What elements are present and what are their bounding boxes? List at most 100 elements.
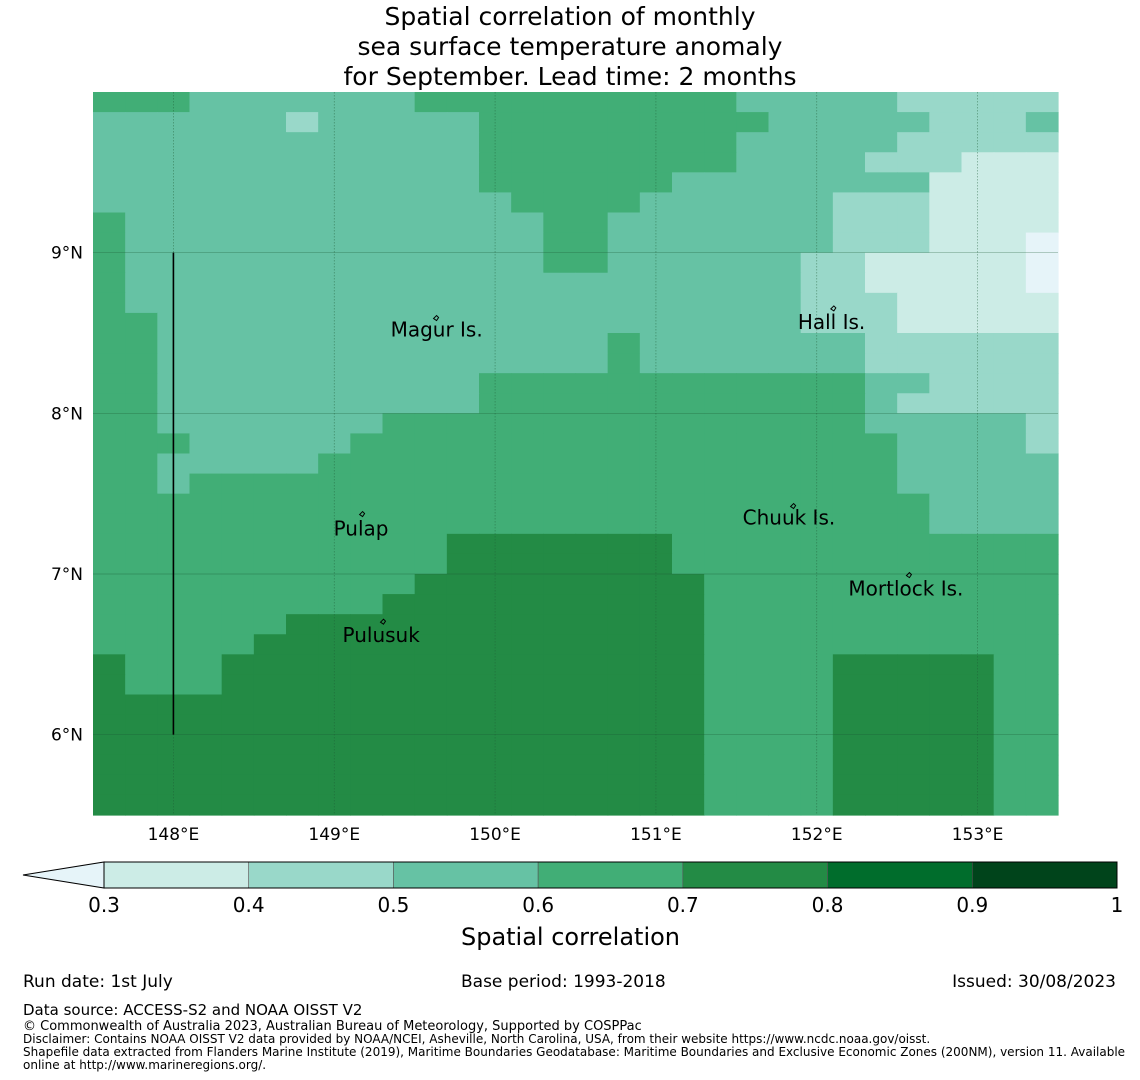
grid-cell bbox=[832, 634, 866, 655]
grid-cell bbox=[446, 533, 480, 555]
grid-cell bbox=[575, 614, 609, 635]
grid-cell bbox=[704, 353, 737, 374]
grid-cell bbox=[253, 694, 287, 716]
grid-cell bbox=[672, 152, 705, 173]
grid-cell bbox=[382, 252, 416, 274]
grid-cell bbox=[125, 312, 158, 334]
grid-cell bbox=[832, 533, 866, 555]
grid-cell bbox=[993, 353, 1027, 374]
grid-cell bbox=[446, 473, 480, 495]
grid-cell bbox=[897, 192, 930, 214]
grid-cell bbox=[607, 574, 641, 595]
correlation-map: Magur Is. Hall Is. Pulap Chuuk Is. Mortlock … bbox=[22, 92, 1123, 951]
grid-cell bbox=[897, 132, 930, 153]
grid-cell bbox=[221, 574, 255, 595]
grid-cell bbox=[575, 754, 609, 776]
shapefile-credit-1: Shapefile data extracted from Flanders M… bbox=[23, 1045, 1126, 1059]
grid-cell bbox=[221, 112, 255, 133]
grid-cell bbox=[897, 614, 930, 635]
grid-cell bbox=[318, 533, 351, 555]
grid-cell bbox=[800, 272, 834, 294]
grid-cell bbox=[253, 172, 287, 194]
grid-cell bbox=[993, 212, 1027, 234]
grid-cell bbox=[350, 232, 384, 254]
grid-cell bbox=[286, 333, 319, 354]
grid-cell bbox=[221, 232, 255, 254]
grid-cell bbox=[961, 594, 995, 615]
grid-cell bbox=[704, 333, 737, 354]
grid-cell bbox=[704, 252, 737, 274]
grid-cell bbox=[865, 734, 898, 756]
grid-cell bbox=[286, 192, 319, 214]
grid-cell bbox=[832, 473, 866, 495]
grid-cell bbox=[511, 112, 544, 133]
grid-cell bbox=[768, 172, 802, 194]
grid-cell bbox=[414, 172, 448, 194]
grid-cell bbox=[414, 212, 448, 234]
grid-cell bbox=[543, 594, 577, 615]
grid-cell bbox=[318, 473, 351, 495]
grid-cell bbox=[1025, 132, 1059, 153]
grid-cell bbox=[865, 172, 898, 194]
grid-cell bbox=[672, 754, 705, 776]
grid-cell bbox=[575, 112, 609, 133]
grid-cell bbox=[768, 714, 802, 736]
grid-cell bbox=[125, 634, 158, 655]
grid-cell bbox=[832, 594, 866, 615]
grid-cell bbox=[446, 794, 480, 816]
grid-cell bbox=[961, 654, 995, 676]
grid-cell bbox=[993, 172, 1027, 194]
grid-cell bbox=[253, 333, 287, 354]
grid-cell bbox=[511, 473, 544, 495]
grid-cell bbox=[865, 413, 898, 435]
grid-cell bbox=[543, 734, 577, 756]
grid-cell bbox=[961, 714, 995, 736]
grid-cell bbox=[897, 152, 930, 173]
grid-cell bbox=[768, 473, 802, 495]
grid-cell bbox=[961, 132, 995, 153]
grid-cell bbox=[672, 252, 705, 274]
grid-cell bbox=[511, 172, 544, 194]
grid-cell bbox=[736, 132, 770, 153]
grid-cell bbox=[189, 754, 223, 776]
grid-cell bbox=[382, 794, 416, 816]
grid-cell bbox=[1025, 614, 1059, 635]
grid-cell bbox=[189, 192, 223, 214]
grid-cell bbox=[736, 373, 770, 394]
grid-cell bbox=[672, 333, 705, 354]
grid-cell bbox=[672, 112, 705, 133]
grid-cell bbox=[704, 152, 737, 173]
grid-cell bbox=[286, 152, 319, 173]
grid-cell bbox=[993, 333, 1027, 354]
grid-cell bbox=[768, 353, 802, 374]
grid-cell bbox=[446, 132, 480, 153]
grid-cell bbox=[768, 152, 802, 173]
grid-cell bbox=[446, 353, 480, 374]
grid-cell bbox=[865, 333, 898, 354]
grid-cell bbox=[768, 312, 802, 334]
grid-cell bbox=[414, 132, 448, 153]
grid-cell bbox=[704, 92, 737, 113]
grid-cell bbox=[575, 252, 609, 274]
grid-cell bbox=[961, 192, 995, 214]
grid-cell bbox=[382, 754, 416, 776]
grid-cell bbox=[865, 473, 898, 495]
grid-cell bbox=[350, 92, 384, 113]
grid-cell bbox=[221, 413, 255, 435]
grid-cell bbox=[93, 92, 126, 113]
grid-cell bbox=[768, 393, 802, 414]
island-outline bbox=[830, 305, 837, 312]
grid-cell bbox=[350, 393, 384, 414]
grid-cell bbox=[1025, 152, 1059, 173]
grid-cell bbox=[511, 594, 544, 615]
grid-cell bbox=[382, 132, 416, 153]
grid-cell bbox=[800, 192, 834, 214]
grid-cell bbox=[1025, 674, 1059, 696]
grid-cell bbox=[704, 513, 737, 535]
grid-cell bbox=[832, 674, 866, 696]
grid-cell bbox=[318, 714, 351, 736]
grid-cell bbox=[414, 774, 448, 796]
grid-cell bbox=[993, 533, 1027, 555]
grid-cell bbox=[446, 674, 480, 696]
grid-cell bbox=[832, 614, 866, 635]
